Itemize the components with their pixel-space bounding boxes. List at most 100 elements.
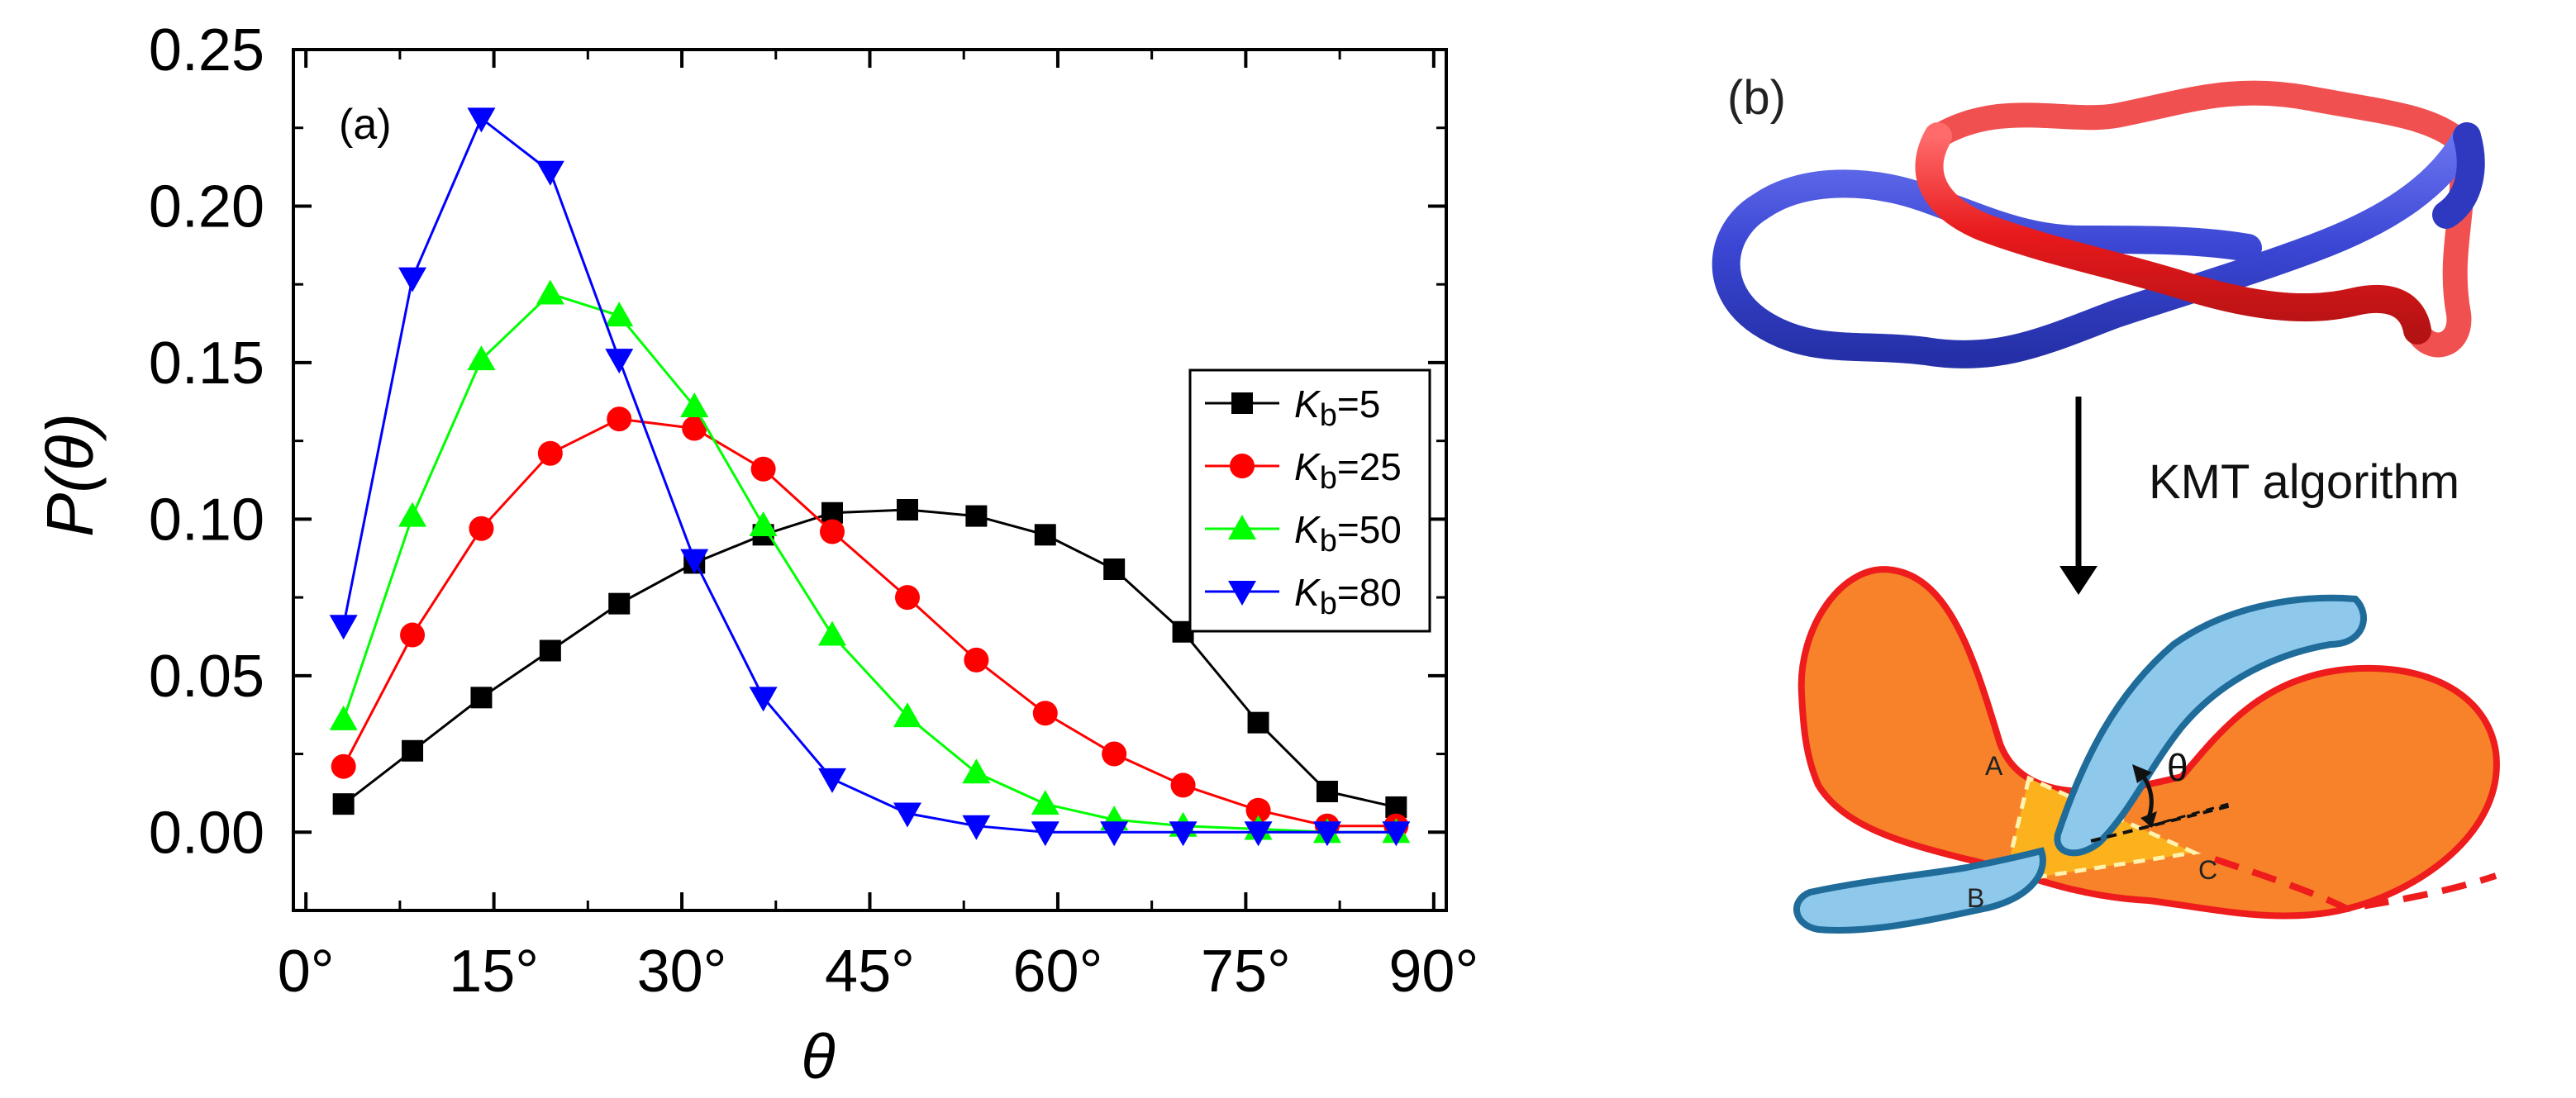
theta-arrowhead-top [2132, 764, 2152, 783]
red-ring-front [1915, 122, 2431, 345]
data-point [1170, 772, 1196, 798]
data-point [1316, 781, 1338, 803]
data-point [680, 392, 709, 417]
data-point [1312, 821, 1341, 847]
legend-item: Kb=80 [1205, 571, 1402, 621]
data-point [608, 592, 631, 615]
data-point [329, 615, 358, 640]
data-point [470, 687, 493, 709]
blue-strand-lower [1793, 847, 2046, 934]
data-point [332, 793, 355, 815]
x-tick-label: 60° [1013, 939, 1103, 1005]
data-point [1031, 821, 1059, 847]
legend-marker [1230, 454, 1255, 478]
data-point [1103, 558, 1126, 580]
y-axis-ticks: 0.00 0.05 0.10 0.15 0.20 0.25 [149, 17, 1446, 866]
theta-reference-line [2090, 804, 2232, 843]
data-point [750, 456, 776, 482]
data-point [607, 406, 632, 432]
point-a-label: A [1985, 751, 2003, 781]
x-axis-title: θ [801, 1022, 835, 1092]
data-point [331, 753, 356, 779]
panel-a-chart: 0° 15° 30° 45° 60° 75° 90° 0.00 0.05 0.10 0.15 0.2… [33, 17, 1478, 1092]
linked-rings-illustration [1712, 80, 2485, 368]
legend-marker [1228, 515, 1256, 539]
data-point [965, 505, 988, 527]
data-point [893, 802, 921, 828]
data-point [536, 279, 564, 305]
theta-label: θ [2167, 746, 2188, 789]
x-tick-label: 0° [278, 939, 335, 1005]
legend: Kb=5 Kb=25 Kb=50 Kb=80 [1188, 368, 1431, 633]
data-point [1034, 524, 1056, 546]
series-kb-5 [332, 498, 1407, 818]
data-point [1382, 821, 1411, 847]
legend-item: Kb=25 [1205, 445, 1402, 496]
data-point [1032, 701, 1058, 726]
point-b-label: B [1967, 883, 1984, 913]
x-tick-label: 45° [825, 939, 915, 1005]
legend-item: Kb=5 [1205, 383, 1380, 433]
data-point [539, 639, 561, 662]
theta-arrowhead-bottom [2140, 811, 2157, 828]
data-point [962, 758, 991, 784]
red-ring-back [1926, 80, 2475, 358]
data-point [682, 416, 707, 441]
series-line [342, 292, 1397, 834]
data-point [1245, 797, 1271, 823]
y-axis-title: P(θ) [33, 413, 107, 537]
data-point [680, 549, 709, 574]
series-line [342, 508, 1397, 809]
x-axis-ticks: 0° 15° 30° 45° 60° 75° 90° [278, 50, 1478, 1005]
data-point [1247, 711, 1269, 734]
data-point [818, 768, 847, 793]
data-point [818, 620, 847, 646]
kmt-arrow [2059, 397, 2097, 595]
spanning-surface [1797, 566, 2500, 920]
kmt-label: KMT algorithm [2149, 455, 2459, 509]
data-point [893, 702, 921, 728]
kmt-surface-illustration: θ A B C [1793, 566, 2500, 934]
surface-edge-dashed [2213, 856, 2497, 913]
series-line [342, 116, 1397, 834]
series-kb-80 [329, 107, 1411, 847]
data-point [605, 302, 634, 327]
y-tick-label: 0.15 [149, 330, 264, 397]
series-layer [329, 107, 1411, 847]
data-point [749, 687, 778, 712]
y-tick-label: 0.05 [149, 644, 264, 710]
data-point [469, 516, 494, 541]
y-tick-label: 0.25 [149, 17, 264, 83]
data-point [820, 519, 845, 544]
data-point [896, 498, 918, 520]
legend-label: Kb=25 [1294, 445, 1402, 496]
data-point [962, 815, 991, 840]
legend-box [1188, 368, 1431, 633]
legend-item: Kb=50 [1205, 508, 1402, 559]
blue-strand-upper [2054, 594, 2367, 857]
legend-label: Kb=5 [1294, 383, 1380, 433]
panel-a-label: (a) [339, 101, 392, 149]
legend-label: Kb=80 [1294, 571, 1402, 621]
series-kb-25 [331, 406, 1409, 839]
data-point [467, 345, 496, 371]
data-point [402, 739, 424, 762]
panel-b-label: (b) [1727, 71, 1786, 125]
data-point [536, 160, 564, 186]
data-point [1102, 741, 1127, 767]
data-point [1100, 821, 1129, 847]
data-point [1244, 821, 1273, 847]
data-point [398, 267, 427, 292]
legend-marker [1228, 581, 1256, 606]
panel-b-diagram: (b) KMT algorithm [1712, 71, 2500, 934]
data-point [605, 349, 634, 374]
x-tick-label: 90° [1388, 939, 1478, 1005]
blue-ring [1712, 122, 2481, 368]
data-point [398, 501, 427, 527]
data-point [537, 440, 563, 466]
x-tick-label: 30° [637, 939, 727, 1005]
y-tick-label: 0.00 [149, 800, 264, 866]
data-point [1031, 790, 1059, 815]
data-point [400, 622, 426, 648]
